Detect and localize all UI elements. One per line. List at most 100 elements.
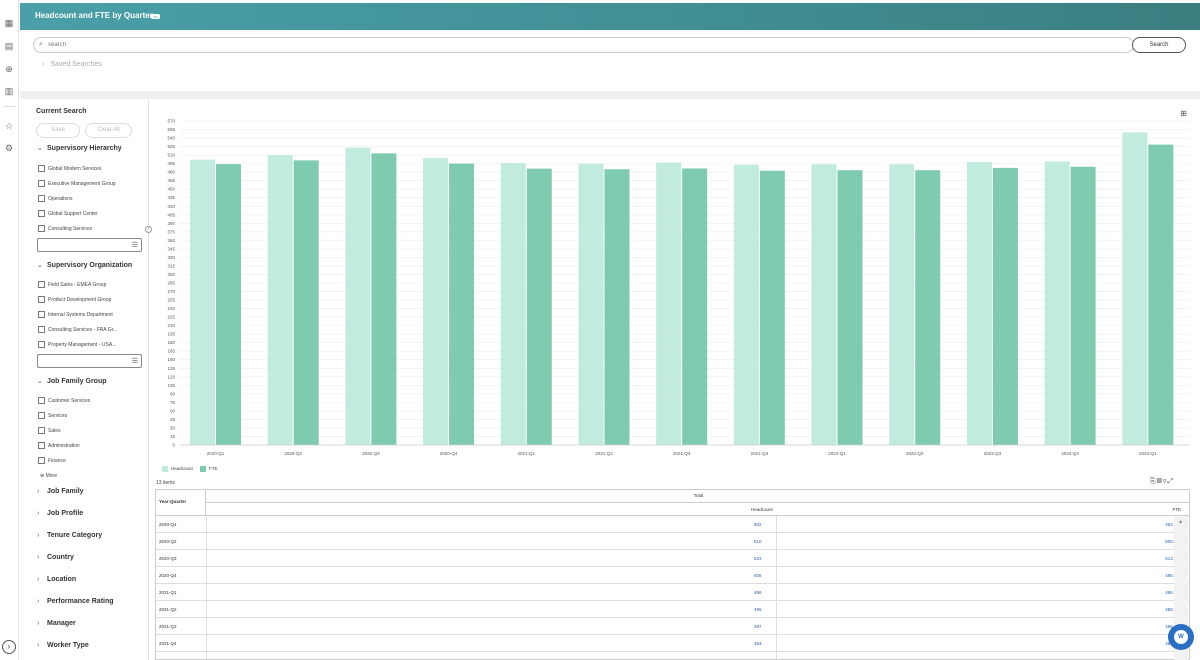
facet-checkbox[interactable]: Executive Management Group: [38, 180, 116, 187]
bar-headcount[interactable]: [423, 157, 449, 445]
cell-headcount-link[interactable]: 510: [754, 539, 762, 544]
cell-fte-link[interactable]: 513.07: [1165, 556, 1179, 561]
bar-fte[interactable]: [526, 168, 552, 445]
cell-headcount-link[interactable]: 493: [754, 641, 762, 646]
facet-checkbox[interactable]: Services: [38, 412, 67, 419]
checkbox[interactable]: [38, 180, 45, 187]
bar-headcount[interactable]: [345, 147, 371, 445]
facet-group-worker-type[interactable]: › Worker Type: [37, 642, 89, 649]
bar-headcount[interactable]: [656, 162, 682, 445]
checkbox[interactable]: [38, 225, 45, 232]
saved-searches-toggle[interactable]: › Saved Searches: [42, 61, 102, 68]
checkbox[interactable]: [38, 397, 45, 404]
gear-icon[interactable]: ⚙: [4, 143, 14, 153]
facet-checkbox[interactable]: Property Management - USA...: [38, 341, 116, 348]
checkbox[interactable]: [38, 165, 45, 172]
export-icon[interactable]: ⎘: [1150, 478, 1157, 485]
checkbox[interactable]: [38, 457, 45, 464]
bar-fte[interactable]: [837, 170, 863, 445]
facet-checkbox[interactable]: Global Support Center: [38, 210, 98, 217]
bar-fte[interactable]: [1070, 166, 1096, 445]
checkbox[interactable]: [38, 341, 45, 348]
facet-checkbox[interactable]: Field Sales - EMEA Group: [38, 281, 106, 288]
dashboard-icon[interactable]: ▦: [4, 18, 14, 28]
bar-headcount[interactable]: [190, 159, 215, 445]
bar-headcount[interactable]: [1122, 132, 1148, 446]
cell-fte-link[interactable]: 486.19: [1165, 590, 1179, 595]
facet-checkbox[interactable]: Sales: [38, 427, 61, 434]
star-icon[interactable]: ☆: [4, 121, 14, 131]
facet-checkbox[interactable]: Operations: [38, 195, 72, 202]
chart-settings-icon[interactable]: ⊞: [1180, 109, 1187, 118]
column-header-fte[interactable]: FTE: [1172, 507, 1182, 512]
facet-group-manager[interactable]: › Manager: [37, 620, 76, 627]
facet-checkbox[interactable]: Consulting Services - FRA Gr...: [38, 326, 117, 333]
facet-checkbox[interactable]: Customer Services: [38, 397, 90, 404]
report-icon[interactable]: ▤: [4, 41, 14, 51]
cell-fte-link[interactable]: 500.69: [1165, 539, 1179, 544]
checkbox[interactable]: [38, 326, 45, 333]
filter-icon[interactable]: ⚲: [1162, 478, 1168, 485]
search-button[interactable]: Search: [1132, 37, 1186, 53]
checkbox[interactable]: [38, 412, 45, 419]
checkbox[interactable]: [38, 427, 45, 434]
column-header-year-quarter[interactable]: Year-Quarter: [156, 490, 206, 516]
columns-icon[interactable]: ▤: [1156, 478, 1163, 485]
checkbox[interactable]: [38, 442, 45, 449]
bar-fte[interactable]: [682, 168, 708, 445]
cell-headcount-link[interactable]: 505: [754, 573, 762, 578]
bar-fte[interactable]: [759, 170, 785, 445]
bar-headcount[interactable]: [966, 161, 992, 445]
facet-group-location[interactable]: › Location: [37, 576, 76, 583]
facet-checkbox[interactable]: Administration: [38, 442, 80, 449]
facet-checkbox[interactable]: Product Development Group: [38, 296, 111, 303]
bar-fte[interactable]: [992, 167, 1018, 445]
legend-item-fte[interactable]: FTE: [200, 466, 218, 472]
cell-fte-link[interactable]: 485.19: [1165, 607, 1179, 612]
bar-headcount[interactable]: [889, 164, 915, 445]
collapse-panel-button[interactable]: ‹: [145, 226, 152, 233]
checkbox[interactable]: [38, 311, 45, 318]
assistant-button[interactable]: W: [1168, 624, 1194, 650]
cell-fte-link[interactable]: 495.07: [1165, 573, 1179, 578]
checkbox[interactable]: [38, 210, 45, 217]
column-header-headcount[interactable]: Headcount: [751, 507, 773, 512]
bar-headcount[interactable]: [500, 163, 526, 445]
facet-group-performance-rating[interactable]: › Performance Rating: [37, 598, 114, 605]
cell-headcount-link[interactable]: 497: [754, 624, 762, 629]
facet-checkbox[interactable]: Internal Systems Department: [38, 311, 113, 318]
facet-checkbox[interactable]: Finance: [38, 457, 66, 464]
bar-headcount[interactable]: [267, 155, 293, 445]
facet-prompt-input[interactable]: ☰: [37, 238, 142, 252]
bar-fte[interactable]: [1148, 144, 1174, 445]
clear-all-button[interactable]: Clear All: [85, 123, 132, 138]
cell-headcount-link[interactable]: 495: [754, 607, 762, 612]
chart-icon[interactable]: ▥: [4, 86, 14, 96]
facet-group-supervisory-organization[interactable]: ⌄ Supervisory Organization: [37, 261, 132, 269]
bar-fte[interactable]: [449, 163, 475, 445]
facet-group-job-family-group[interactable]: ⌄ Job Family Group: [37, 377, 107, 385]
legend-item-headcount[interactable]: Headcount: [162, 466, 193, 472]
checkbox[interactable]: [38, 296, 45, 303]
cell-fte-link[interactable]: 483.49: [1165, 658, 1179, 659]
save-button[interactable]: Save: [36, 123, 80, 138]
checkbox[interactable]: [38, 195, 45, 202]
facet-group-tenure-category[interactable]: › Tenure Category: [37, 532, 102, 539]
bar-headcount[interactable]: [811, 164, 837, 445]
search-icon[interactable]: ⊕: [5, 64, 13, 74]
cell-headcount-link[interactable]: 502: [754, 522, 762, 527]
checkbox[interactable]: [38, 281, 45, 288]
facet-group-job-family[interactable]: › Job Family: [37, 488, 84, 495]
bar-headcount[interactable]: [733, 164, 759, 445]
cell-headcount-link[interactable]: 496: [754, 590, 762, 595]
bar-fte[interactable]: [604, 169, 630, 445]
more-link[interactable]: ⊕ More: [40, 473, 57, 479]
facet-prompt-input[interactable]: ☰: [37, 354, 142, 368]
cell-headcount-link[interactable]: 523: [754, 556, 762, 561]
facet-checkbox[interactable]: Global Modern Services: [38, 165, 101, 172]
cell-fte-link[interactable]: 494.19: [1165, 522, 1179, 527]
facet-group-job-profile[interactable]: › Job Profile: [37, 510, 83, 517]
bar-fte[interactable]: [216, 164, 241, 445]
facet-checkbox[interactable]: Consulting Services: [38, 225, 92, 232]
facet-group-supervisory-hierarchy[interactable]: ⌄ Supervisory Hierarchy: [37, 144, 122, 152]
